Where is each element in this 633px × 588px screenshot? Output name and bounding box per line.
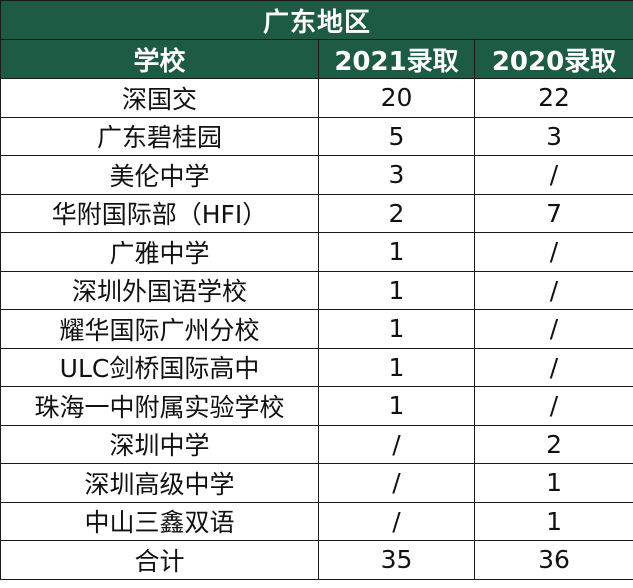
admitted-2021-cell: 1: [318, 270, 475, 310]
admitted-2021-cell: 1: [318, 309, 475, 349]
table-row: 华附国际部（HFI） 2 7: [0, 193, 633, 233]
admitted-2020-cell: /: [473, 232, 633, 272]
school-cell: ULC剑桥国际高中: [0, 347, 319, 387]
table-row: 珠海一中附属实验学校 1/: [0, 386, 633, 426]
admitted-2020-cell: /: [473, 155, 633, 195]
table-row: 耀华国际广州分校 1/: [0, 309, 633, 349]
table-row: ULC剑桥国际高中 1/: [0, 347, 633, 387]
admitted-2020-cell: 1: [473, 463, 633, 503]
table-title: 广东地区: [0, 0, 633, 40]
table-row: 深圳外国语学校 1/: [0, 270, 633, 310]
school-cell: 广雅中学: [0, 232, 319, 272]
school-cell: 华附国际部（HFI）: [0, 193, 319, 233]
admitted-2021-cell: 3: [318, 155, 475, 195]
admitted-2021-cell: 1: [318, 347, 475, 387]
admitted-2020-cell: 36: [473, 540, 633, 580]
column-header-school: 学校: [0, 39, 319, 79]
table-row: 深圳高级中学/1: [0, 463, 633, 503]
admitted-2020-cell: /: [473, 309, 633, 349]
admitted-2020-cell: 1: [473, 501, 633, 541]
admitted-2020-cell: 7: [473, 193, 633, 233]
admitted-2021-cell: 1: [318, 386, 475, 426]
table-row: 合计 35 36: [0, 540, 633, 580]
school-cell: 深圳高级中学: [0, 463, 319, 503]
school-cell: 耀华国际广州分校: [0, 309, 319, 349]
school-cell: 深国交: [0, 78, 319, 118]
table-row: 广雅中学 1/: [0, 232, 633, 272]
admitted-2021-cell: 20: [318, 78, 475, 118]
table-row: 深国交 20 22: [0, 78, 633, 118]
admitted-2020-cell: /: [473, 347, 633, 387]
admitted-2021-cell: /: [318, 501, 475, 541]
admitted-2020-cell: /: [473, 386, 633, 426]
table-row: 美伦中学 3/: [0, 155, 633, 195]
admitted-2021-cell: /: [318, 463, 475, 503]
school-cell: 中山三鑫双语: [0, 501, 319, 541]
school-cell: 深圳中学: [0, 424, 319, 464]
admitted-2020-cell: 3: [473, 116, 633, 156]
school-cell: 深圳外国语学校: [0, 270, 319, 310]
admitted-2021-cell: 35: [318, 540, 475, 580]
admitted-2021-cell: 2: [318, 193, 475, 233]
table-row: 广东碧桂园 5 3: [0, 116, 633, 156]
admitted-2020-cell: /: [473, 270, 633, 310]
table-title-row: 广东地区: [0, 0, 633, 40]
school-cell: 美伦中学: [0, 155, 319, 195]
admitted-2021-cell: 1: [318, 232, 475, 272]
school-cell: 合计: [0, 540, 319, 580]
column-header-2021: 2021录取: [318, 39, 475, 79]
school-cell: 广东碧桂园: [0, 116, 319, 156]
admitted-2021-cell: /: [318, 424, 475, 464]
table-row: 深圳中学/2: [0, 424, 633, 464]
admitted-2020-cell: 22: [473, 78, 633, 118]
admitted-2020-cell: 2: [473, 424, 633, 464]
column-header-2020: 2020录取: [473, 39, 633, 79]
admitted-2021-cell: 5: [318, 116, 475, 156]
school-cell: 珠海一中附属实验学校: [0, 386, 319, 426]
table-row: 中山三鑫双语/1: [0, 501, 633, 541]
table-body: 深国交 20 22 广东碧桂园 5 3 美伦中学 3/华附国际部（HFI） 2 7 广雅中学 1/深圳…: [0, 78, 633, 580]
column-header-row: 学校 2021录取 2020录取: [0, 39, 633, 79]
